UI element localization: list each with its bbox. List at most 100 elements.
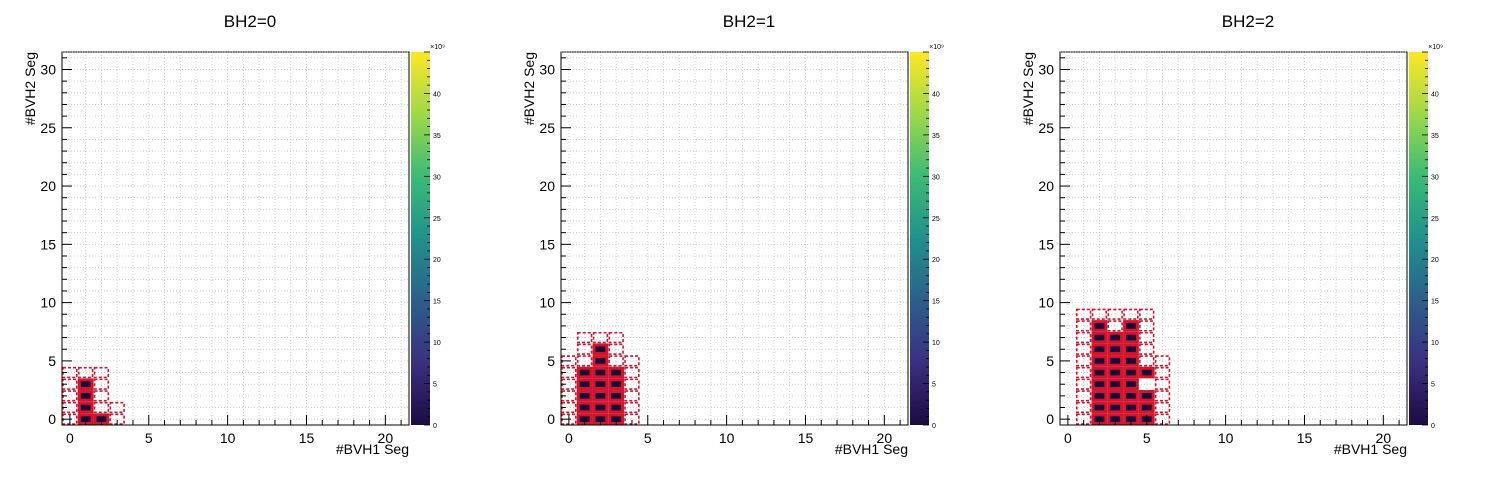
x-tick-label: 20 [1376,430,1392,446]
y-tick-label: 20 [539,178,555,194]
dashed-bin [1139,343,1155,355]
x-tick-label: 0 [1064,430,1072,446]
colorbar-tick-label: 35 [932,133,940,140]
filled-bin [80,381,91,388]
x-axis-label: #BVH1 Seg [1334,441,1407,457]
colorbar-tick-label: 10 [1431,340,1439,347]
y-tick-label: 30 [1038,61,1054,77]
filled-bin [1126,323,1136,329]
y-tick-label: 0 [1046,411,1054,427]
dashed-bin [1154,378,1171,390]
filled-bin [1110,404,1121,411]
dashed-bin [77,366,94,379]
filled-bin [595,404,606,411]
filled-bin [579,393,590,399]
filled-bin [1141,404,1152,411]
colorbar-tick-label: 25 [1431,216,1439,223]
filled-bin [1094,358,1105,364]
y-axis-label: #BVH2 Seg [521,52,537,125]
x-tick-label: 15 [798,430,814,446]
colorbar-tick-label: 15 [1431,299,1439,306]
x-tick-label: 20 [378,430,394,446]
dashed-bin [93,366,110,379]
colorbar-tick-label: 20 [1431,257,1439,264]
colorbar-tick-label: 20 [932,257,940,264]
filled-bin [595,369,606,376]
y-tick-label: 10 [40,295,56,311]
filled-bin [1126,369,1136,376]
y-tick-label: 5 [547,353,555,369]
x-tick-label: 20 [877,430,893,446]
colorbar-tick-label: 5 [932,382,936,389]
dashed-bin [1075,355,1092,367]
plot-area [62,52,409,425]
filled-bin [1094,404,1105,411]
colorbar [1409,52,1428,425]
y-tick-label: 25 [1038,120,1054,136]
filled-bin [1094,323,1105,329]
dashed-bin [1075,308,1092,320]
filled-bin [1141,369,1152,376]
filled-bin [1126,416,1136,422]
filled-bin [1094,381,1105,388]
colorbar-exponent-label: ×10⁹ [929,44,944,51]
filled-bin [1094,416,1105,422]
chart-panel: 0 5 10 15 20 0 5 10 15 20 25 30 BH2=2 #BVH1 Seg #BVH2 … [1020,12,1443,457]
dashed-bin [608,355,624,367]
dashed-bin [1075,401,1092,414]
colorbar-tick-label: 10 [932,340,940,347]
filled-bin [1126,393,1136,399]
filled-bin [1110,416,1121,422]
colorbar-tick-label: 5 [1431,382,1435,389]
dashed-bin [624,401,640,414]
filled-bin [80,393,91,399]
dashed-bin [576,355,593,367]
filled-bin [1094,346,1105,353]
y-tick-label: 5 [48,353,56,369]
filled-bin [1110,358,1121,364]
colorbar [411,52,430,425]
colorbar-tick-label: 40 [1431,91,1439,98]
dashed-bin [93,401,110,414]
dashed-bin [1107,320,1123,332]
dashed-bin [1154,355,1171,367]
colorbar-tick-label: 20 [433,257,441,264]
colorbar-tick-label: 30 [433,174,441,181]
colorbar-tick-label: 35 [1431,133,1439,140]
filled-bin [1110,381,1121,388]
filled-bin [96,416,107,422]
colorbar-exponent-label: ×10⁹ [430,44,445,51]
filled-bin [80,404,91,411]
x-tick-label: 5 [145,430,153,446]
dashed-bin [1075,331,1092,344]
x-tick-label: 10 [220,430,236,446]
filled-bin [595,358,606,364]
colorbar-tick-label: 35 [433,133,441,140]
filled-bin [595,393,606,399]
filled-bin [579,404,590,411]
dashed-bin [1154,401,1171,414]
filled-bin [611,381,622,388]
chart-title: BH2=1 [723,12,775,31]
dashed-bin [1123,308,1139,320]
y-tick-label: 20 [1038,178,1054,194]
dashed-bin [592,331,609,344]
dashed-bin [608,331,624,344]
x-tick-label: 5 [644,430,652,446]
filled-bin [1094,334,1105,341]
dashed-bin [93,390,110,402]
filled-bin [1094,369,1105,376]
dashed-bin [1139,308,1155,320]
dashed-bin [1075,390,1092,402]
dashed-bin [1075,366,1092,379]
filled-bin [611,369,622,376]
filled-bin [80,416,91,422]
y-tick-label: 15 [1038,236,1054,252]
dashed-bin [624,378,640,390]
filled-bin [595,416,606,422]
dashed-bin [93,378,110,390]
x-tick-label: 0 [66,430,74,446]
x-axis-label: #BVH1 Seg [336,441,409,457]
y-axis-label: #BVH2 Seg [22,52,38,125]
